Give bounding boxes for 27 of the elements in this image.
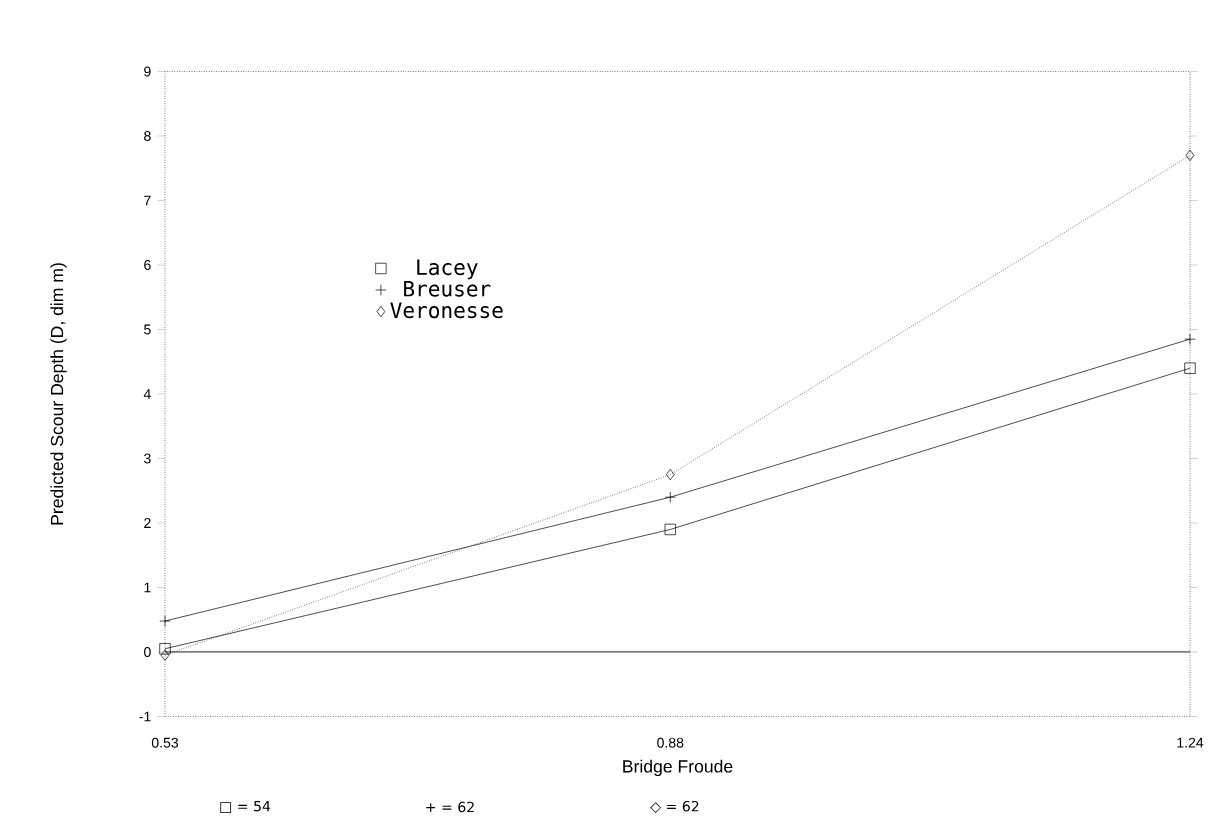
y-tick-label: 5 <box>144 324 151 335</box>
text: + = 62 <box>426 801 474 813</box>
x-tick-label: 0.88 <box>657 737 684 748</box>
y-tick-label: 3 <box>144 453 151 464</box>
y-tick-label: 8 <box>144 131 151 141</box>
point <box>665 468 675 481</box>
text: □ = 54 <box>220 800 271 813</box>
point <box>1185 149 1195 161</box>
legend-label: Lacey <box>417 259 478 280</box>
legend-label: Veronesse <box>390 302 503 319</box>
legend-label: Breuser <box>404 280 491 297</box>
x-tick-label: 0.53 <box>151 737 179 748</box>
x-axis-title: Bridge Froude <box>623 759 733 777</box>
y-tick-label: 6 <box>144 260 151 270</box>
y-axis-title: Predicted Scour Depth (D, dim m) <box>50 263 67 525</box>
y-tick-label: 0 <box>144 647 151 657</box>
text: ◇ = 62 <box>650 800 699 814</box>
y-tick-label: 1 <box>144 582 151 593</box>
point <box>664 523 676 536</box>
x-tick-label: 1.24 <box>1177 737 1204 748</box>
y-tick-label: 2 <box>144 518 151 528</box>
y-tick-label: 4 <box>143 389 151 399</box>
point <box>1184 362 1196 374</box>
y-tick-label: 9 <box>144 66 151 77</box>
point <box>159 643 171 655</box>
y-tick-label: 7 <box>144 195 151 206</box>
y-tick-label: -1 <box>139 711 151 722</box>
